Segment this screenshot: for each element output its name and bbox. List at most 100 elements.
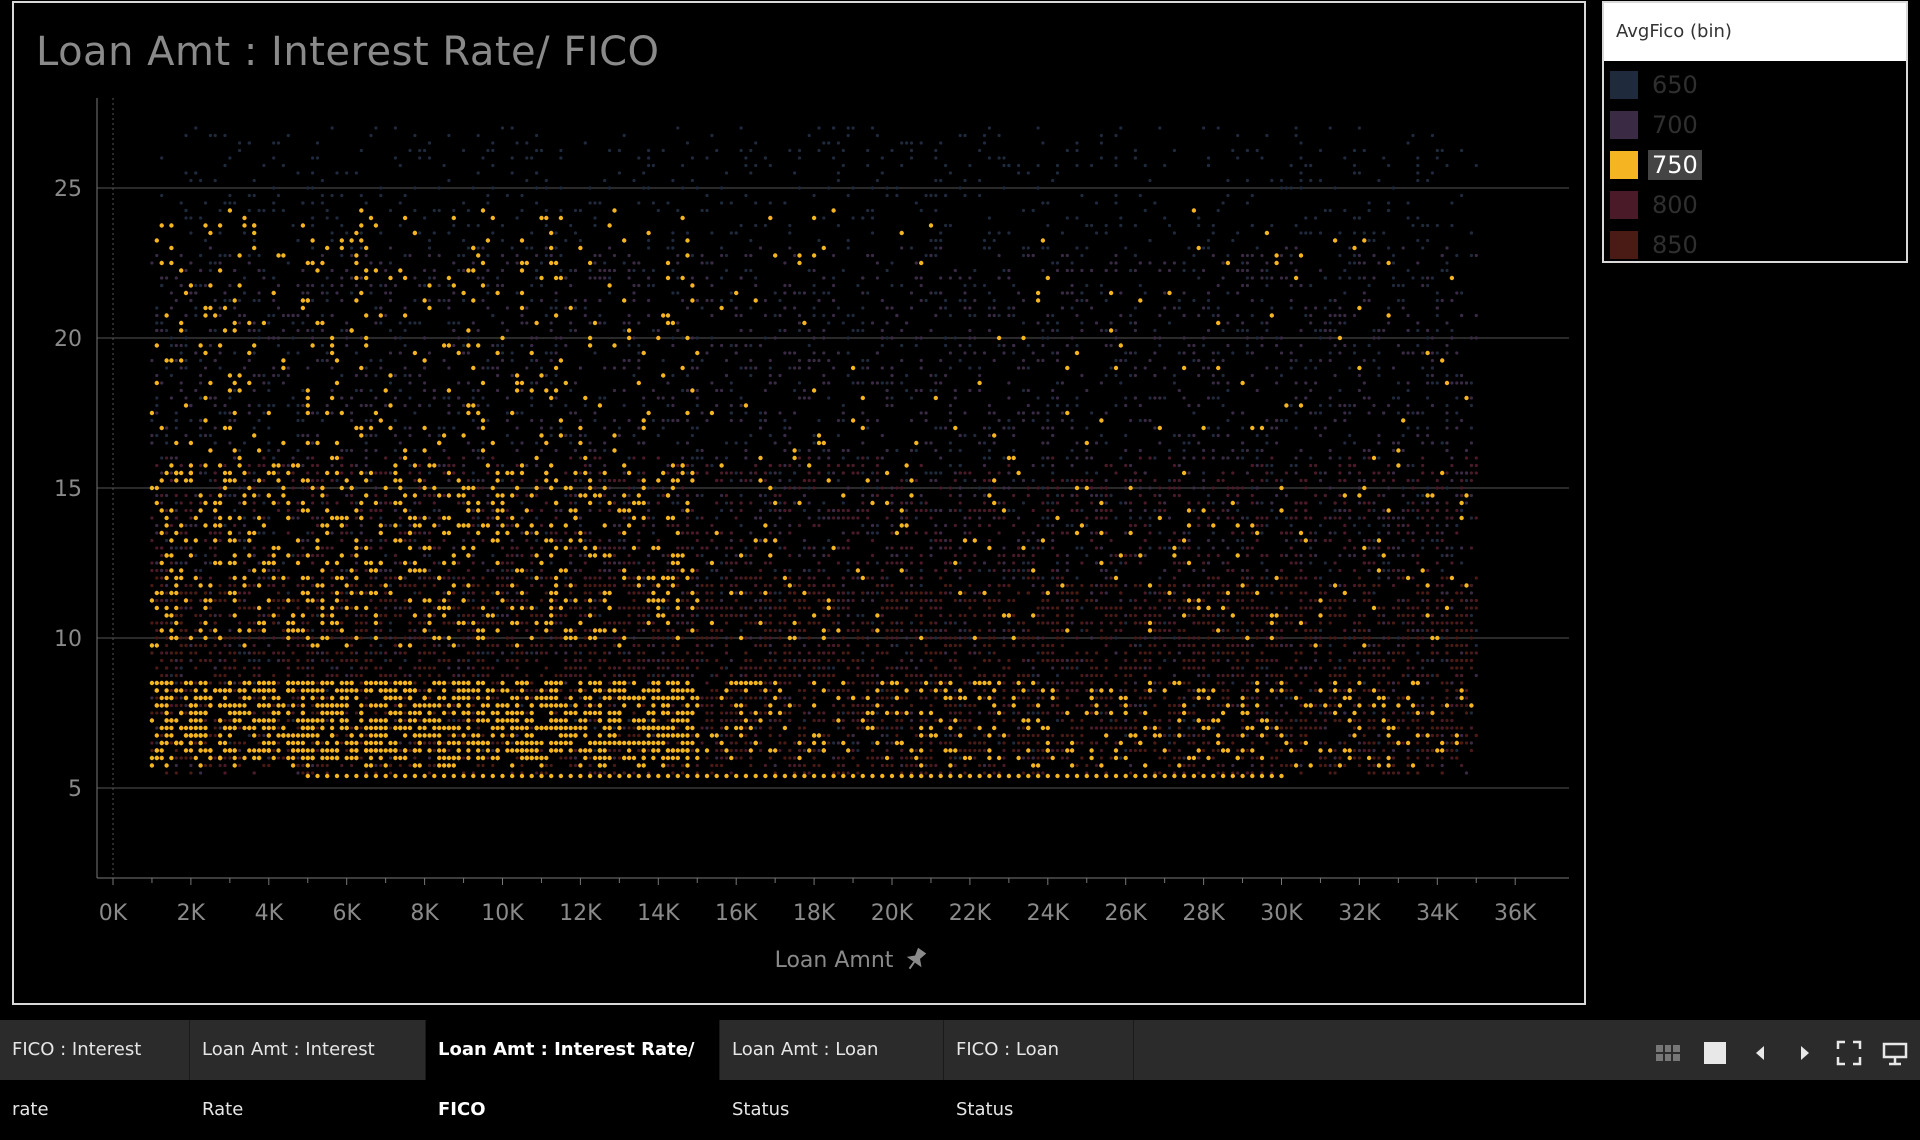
data-point: [486, 501, 489, 504]
data-point: [1022, 419, 1025, 422]
data-point: [311, 629, 314, 632]
data-point: [1110, 494, 1113, 497]
data-point: [180, 561, 183, 564]
data-point: [1309, 231, 1312, 234]
data-point: [481, 396, 484, 399]
data-point: [710, 569, 713, 572]
data-point: [973, 479, 976, 482]
data-point: [506, 306, 509, 309]
data-point: [1416, 156, 1419, 159]
data-point: [998, 314, 1001, 317]
data-point: [1246, 261, 1249, 264]
data-point: [701, 209, 704, 212]
data-point: [1158, 396, 1161, 399]
data-point: [613, 726, 616, 729]
data-point: [272, 456, 275, 459]
data-point: [837, 306, 840, 309]
data-point: [691, 464, 694, 467]
data-point: [1368, 299, 1371, 302]
data-point: [769, 374, 772, 377]
data-point: [593, 261, 596, 264]
data-point: [890, 554, 893, 557]
data-point: [890, 644, 893, 647]
data-point: [847, 239, 850, 242]
data-point: [404, 306, 407, 309]
data-point: [1022, 246, 1025, 249]
data-point: [355, 464, 358, 467]
data-point: [1085, 426, 1088, 429]
data-point: [632, 179, 635, 182]
data-point: [1431, 276, 1434, 279]
data-point: [788, 524, 791, 527]
data-point: [939, 359, 942, 362]
data-point: [1139, 486, 1142, 489]
data-point: [881, 329, 884, 332]
data-point: [223, 201, 226, 204]
data-point: [350, 411, 353, 414]
data-point: [501, 269, 504, 272]
data-point: [1002, 186, 1005, 189]
data-point: [1338, 306, 1341, 309]
data-point: [331, 366, 334, 369]
data-point: [1319, 404, 1322, 407]
data-point: [360, 194, 363, 197]
data-point: [998, 734, 1001, 737]
data-point: [662, 359, 665, 362]
data-point: [623, 366, 626, 369]
data-point: [720, 591, 723, 594]
data-point: [1212, 434, 1215, 437]
data-point: [657, 494, 660, 497]
data-point: [1197, 404, 1200, 407]
data-point: [749, 254, 752, 257]
data-point: [866, 291, 869, 294]
data-point: [696, 336, 699, 339]
data-point: [277, 306, 280, 309]
data-point: [910, 291, 913, 294]
data-point: [316, 411, 319, 414]
data-point: [837, 179, 840, 182]
data-point: [491, 366, 494, 369]
data-point: [170, 336, 173, 339]
data-point: [1110, 321, 1113, 324]
data-point: [272, 156, 275, 159]
data-point: [686, 471, 689, 474]
data-point: [1455, 524, 1458, 527]
data-point: [647, 681, 650, 684]
data-point: [331, 126, 334, 129]
data-point: [710, 464, 713, 467]
data-point: [1416, 629, 1419, 632]
data-point: [1187, 441, 1190, 444]
data-point: [175, 456, 178, 459]
data-point: [710, 134, 713, 137]
data-point: [584, 141, 587, 144]
data-point: [1343, 156, 1346, 159]
data-point: [647, 614, 650, 617]
data-point: [389, 756, 392, 759]
data-point: [564, 576, 567, 579]
data-point: [413, 186, 416, 189]
data-point: [696, 614, 699, 617]
data-point: [491, 141, 494, 144]
data-point: [1290, 261, 1293, 264]
data-point: [769, 381, 772, 384]
data-point: [1256, 501, 1259, 504]
data-point: [384, 524, 387, 527]
data-point: [1144, 554, 1147, 557]
data-point: [1338, 666, 1341, 669]
data-point: [204, 239, 207, 242]
data-point: [1173, 381, 1176, 384]
data-point: [1212, 726, 1215, 729]
data-point: [243, 546, 246, 549]
data-point: [1416, 516, 1419, 519]
data-point: [1445, 164, 1448, 167]
data-point: [657, 329, 660, 332]
data-point: [1421, 246, 1424, 249]
data-point: [603, 426, 606, 429]
data-point: [1124, 734, 1127, 737]
data-point: [530, 344, 533, 347]
data-point: [623, 471, 626, 474]
data-point: [618, 149, 621, 152]
data-point: [1124, 501, 1127, 504]
data-point: [1465, 449, 1468, 452]
